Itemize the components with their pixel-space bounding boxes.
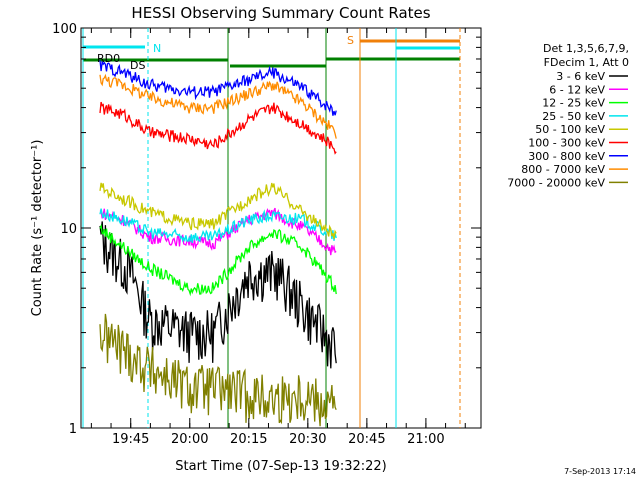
- legend: Det 1,3,5,6,7,9, FDecim 1, Att 0 3 - 6 k…: [507, 42, 629, 189]
- legend-label: 100 - 300 keV: [528, 137, 605, 150]
- series-line: [99, 208, 337, 243]
- flag-label: S: [347, 34, 354, 47]
- y-tick-label: 10: [60, 222, 77, 237]
- legend-label: 300 - 800 keV: [528, 150, 605, 163]
- x-tick-label: 19:45: [112, 432, 149, 447]
- legend-header-line-1: Det 1,3,5,6,7,9,: [543, 42, 629, 55]
- series-line: [99, 73, 337, 139]
- series-line: [99, 207, 337, 256]
- x-tick-label: 21:00: [407, 432, 444, 447]
- series-line: [99, 182, 337, 240]
- timestamp-footer: 7-Sep-2013 17:14: [564, 467, 636, 476]
- legend-label: 25 - 50 keV: [542, 110, 605, 123]
- series-line: [99, 101, 337, 155]
- chart-title: HESSI Observing Summary Count Rates: [131, 4, 430, 22]
- legend-label: 6 - 12 keV: [549, 83, 605, 96]
- flag-label: N: [153, 42, 161, 55]
- x-tick-label: 20:15: [230, 432, 267, 447]
- series-line: [99, 223, 337, 297]
- x-tick-label: 20:00: [171, 432, 208, 447]
- x-tick-label: 20:30: [289, 432, 326, 447]
- y-tick-label: 1: [69, 422, 77, 437]
- tick-layer: 1 10 100 19:45 20:00 20:15 20:30 20:45 21:00: [52, 22, 481, 447]
- flag-label: DS: [130, 59, 145, 72]
- series-line: [99, 60, 337, 116]
- x-axis-label: Start Time (07-Sep-13 19:32:22): [175, 459, 386, 474]
- legend-label: 800 - 7000 keV: [521, 163, 605, 176]
- legend-label: 50 - 100 keV: [535, 123, 605, 136]
- series-line: [99, 221, 337, 369]
- y-axis-label: Count Rate (s⁻¹ detector⁻¹): [30, 140, 45, 317]
- series-layer: [99, 60, 337, 427]
- legend-label: 12 - 25 keV: [542, 97, 605, 110]
- x-tick-label: 20:45: [348, 432, 385, 447]
- series-line: [99, 313, 337, 427]
- legend-label: 7000 - 20000 keV: [507, 176, 605, 189]
- legend-label: 3 - 6 keV: [556, 70, 605, 83]
- y-tick-label: 100: [52, 22, 77, 37]
- legend-header-line-2: FDecim 1, Att 0: [544, 56, 629, 69]
